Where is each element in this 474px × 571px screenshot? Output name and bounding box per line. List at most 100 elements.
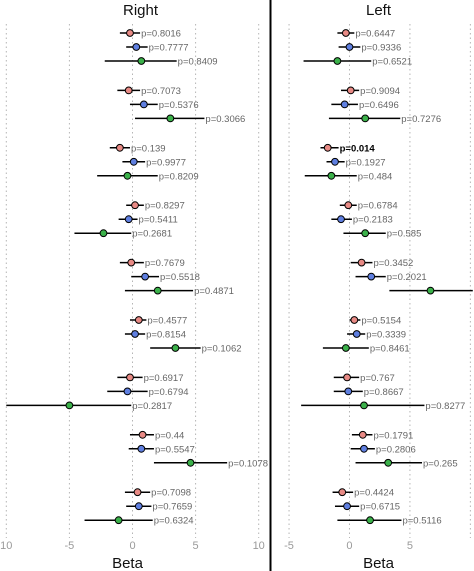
p-value-label: p=0.6496: [359, 100, 399, 111]
estimate-point: [343, 373, 351, 382]
p-value-label: p=0.6794: [149, 387, 189, 398]
estimate-point: [357, 258, 366, 267]
p-value-label: p=0.1791: [373, 430, 413, 441]
p-value-label: p=0.265: [423, 458, 458, 469]
estimate-point: [124, 215, 133, 224]
p-value-label: p=0.6324: [154, 516, 194, 527]
p-value-label: p=0.8409: [178, 57, 218, 68]
p-value-label: p=0.585: [387, 229, 422, 240]
estimate-point: [115, 143, 124, 152]
p-value-label: p=0.1062: [202, 344, 242, 355]
p-value-label: p=0.5116: [402, 516, 441, 527]
estimate-point: [99, 229, 108, 238]
p-value-label: p=0.5547: [155, 444, 195, 455]
estimate-point: [384, 458, 393, 467]
estimate-point: [126, 373, 134, 382]
panel-right: 10 -5 0 5 10 Right Beta p=0.8016 p=0.7777 p=0.840…: [0, 2, 268, 571]
x-tick-label: 10: [253, 540, 265, 552]
estimate-point: [366, 516, 374, 525]
estimate-point: [138, 430, 147, 439]
p-value-label: p=0.7777: [149, 43, 189, 54]
p-value-label: p=0.1078: [228, 458, 268, 469]
p-value-label: p=0.3339: [366, 330, 406, 341]
p-value-label: p=0.7659: [152, 502, 192, 513]
estimate-point: [137, 57, 146, 65]
x-axis-label: Beta: [363, 555, 395, 571]
p-value-label: p=0.2806: [376, 444, 416, 455]
p-value-label: p=0.6784: [358, 201, 398, 212]
panel-title: Right: [123, 2, 159, 19]
p-value-label: p=0.5411: [139, 215, 178, 226]
estimate-point: [327, 171, 336, 180]
estimate-point: [114, 516, 123, 525]
x-tick-label: 10: [0, 540, 12, 552]
p-value-label: p=0.1927: [346, 157, 386, 168]
p-value-label: p=0.139: [131, 143, 166, 154]
p-value-label: p=0.6715: [360, 502, 400, 513]
panel-title: Left: [366, 2, 392, 19]
p-value-label: p=0.4577: [147, 316, 187, 327]
p-value-label: p=0.3066: [205, 114, 245, 125]
estimate-point: [137, 444, 146, 453]
estimate-point: [338, 488, 347, 497]
estimate-point: [171, 344, 180, 352]
p-value-label: p=0.2183: [353, 215, 393, 226]
estimate-point: [352, 330, 361, 338]
estimate-point: [126, 29, 134, 37]
estimate-point: [134, 502, 143, 511]
p-value-label: p=0.6521: [372, 57, 412, 68]
p-value-label: p=0.9977: [146, 157, 186, 168]
p-value-label: p=0.8277: [425, 401, 465, 412]
estimate-point: [360, 401, 368, 410]
p-value-label: p=0.44: [155, 430, 184, 441]
x-tick-label: 0: [129, 540, 135, 552]
p-value-label: p=0.9336: [361, 43, 401, 54]
estimate-point: [341, 344, 350, 352]
estimate-point: [337, 215, 345, 224]
estimate-point: [131, 201, 139, 210]
p-value-label: p=0.7276: [401, 114, 441, 125]
estimate-point: [132, 43, 141, 51]
p-value-label: p=0.8667: [364, 387, 404, 398]
p-value-label: p=0.8297: [145, 201, 185, 212]
estimate-point: [344, 387, 353, 396]
p-value-label: p=0.7679: [145, 258, 185, 269]
estimate-point: [350, 316, 359, 324]
x-tick-label: -5: [65, 540, 75, 552]
estimate-point: [129, 157, 138, 166]
p-value-label: p=0.8209: [159, 171, 199, 182]
estimate-point: [127, 258, 136, 267]
p-value-label: p=0.4871: [194, 286, 234, 297]
estimate-point: [358, 430, 367, 439]
estimate-point: [141, 272, 150, 281]
p-value-label: p=0.5376: [159, 100, 199, 111]
estimate-point: [331, 157, 339, 166]
p-value-label: p=0.6917: [144, 373, 184, 384]
estimate-point: [65, 401, 74, 410]
p-value-label: p=0.8154: [146, 330, 186, 341]
p-value-label: p=0.3452: [373, 258, 413, 269]
estimate-point: [323, 143, 332, 152]
x-tick-label: 0: [346, 540, 352, 552]
p-value-label: p=0.2817: [132, 401, 172, 412]
p-value-label: p=0.5518: [160, 272, 200, 283]
p-value-label: p=0.2021: [387, 272, 427, 283]
estimate-point: [367, 272, 376, 281]
estimate-point: [361, 114, 370, 123]
estimate-point: [343, 502, 351, 511]
p-value-label: p=0.9094: [360, 86, 400, 97]
estimate-point: [341, 29, 350, 37]
estimate-point: [153, 286, 162, 295]
p-value-label: p=0.767: [360, 373, 395, 384]
p-value-label: p=0.8461: [370, 344, 410, 355]
data-points: p=0.6447 p=0.9336 p=0.6521 p=0.9094 p=0.6496…: [301, 29, 473, 527]
gridlines: [288, 24, 471, 538]
p-value-label: p=0.7098: [151, 488, 191, 499]
p-value-label: p=0.5154: [361, 316, 401, 327]
x-tick-label: 5: [407, 540, 413, 552]
estimate-point: [166, 114, 175, 123]
estimate-point: [361, 229, 370, 238]
estimate-point: [346, 86, 355, 95]
